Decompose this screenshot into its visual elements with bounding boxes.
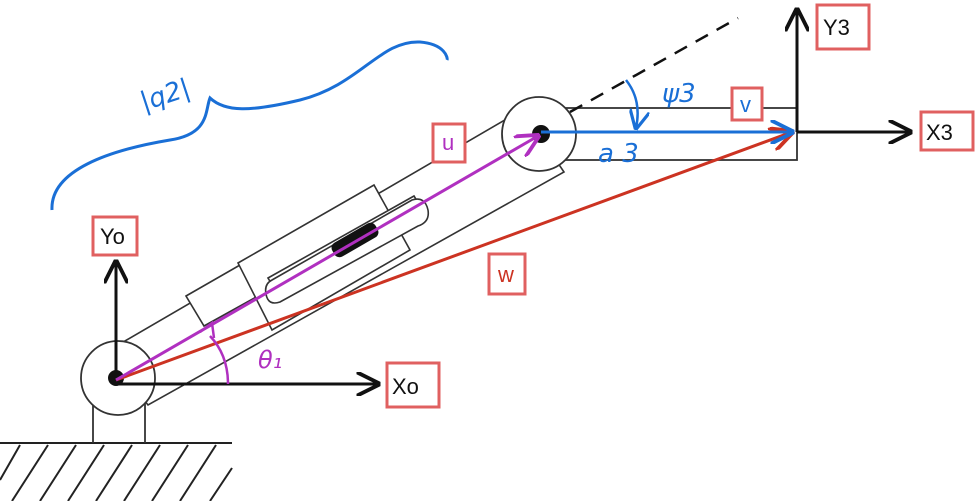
label-x0: Xo bbox=[385, 361, 441, 409]
svg-text:Y3: Y3 bbox=[823, 15, 850, 40]
theta1-arc bbox=[209, 335, 230, 385]
a3-annotation: a 3 bbox=[598, 139, 639, 169]
vector-w bbox=[115, 132, 792, 382]
elbow-joint bbox=[501, 96, 577, 172]
label-y0: Yo bbox=[91, 215, 139, 257]
svg-text:Yo: Yo bbox=[100, 224, 125, 249]
psi3-annotation: ψ3 bbox=[662, 79, 696, 109]
label-x3: X3 bbox=[919, 110, 975, 152]
svg-text:Xo: Xo bbox=[392, 374, 419, 399]
label-u: u bbox=[431, 122, 467, 164]
psi3-arc bbox=[625, 79, 638, 128]
vector-u bbox=[115, 136, 538, 382]
label-w: w bbox=[487, 252, 527, 296]
link-length-brace bbox=[50, 40, 449, 211]
label-v: v bbox=[730, 86, 764, 122]
tool-frame-axes bbox=[797, 10, 910, 132]
base-frame-axes bbox=[116, 262, 378, 384]
theta1-annotation: θ₁ bbox=[258, 346, 282, 374]
base-pedestal bbox=[92, 400, 146, 443]
label-y3: Y3 bbox=[815, 3, 871, 51]
svg-text:v: v bbox=[740, 92, 751, 117]
svg-text:w: w bbox=[497, 262, 514, 287]
dashed-extension-line bbox=[569, 16, 739, 114]
ground bbox=[0, 442, 233, 501]
vector-u-midarrow bbox=[199, 320, 216, 339]
svg-text:u: u bbox=[442, 130, 454, 155]
svg-text:X3: X3 bbox=[926, 120, 953, 145]
q2-annotation: |q2| bbox=[137, 73, 194, 117]
